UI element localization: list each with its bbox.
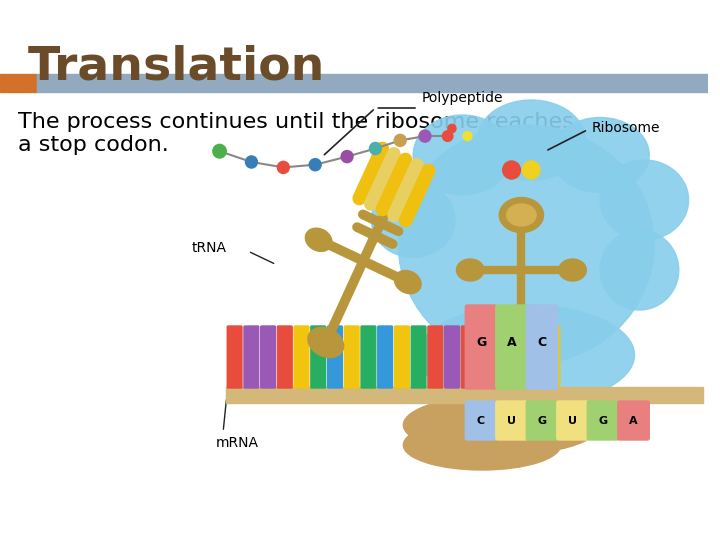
FancyBboxPatch shape — [277, 326, 292, 388]
Bar — [226, 387, 703, 403]
Text: G: G — [476, 336, 486, 349]
Text: mRNA: mRNA — [216, 436, 259, 450]
FancyBboxPatch shape — [445, 326, 459, 388]
FancyBboxPatch shape — [496, 305, 527, 389]
Text: Translation: Translation — [27, 45, 325, 90]
FancyBboxPatch shape — [361, 326, 376, 388]
FancyBboxPatch shape — [526, 401, 558, 440]
FancyBboxPatch shape — [294, 326, 309, 388]
Text: Polypeptide: Polypeptide — [421, 91, 503, 105]
FancyBboxPatch shape — [378, 326, 392, 388]
FancyBboxPatch shape — [311, 326, 325, 388]
FancyBboxPatch shape — [344, 326, 359, 388]
Circle shape — [463, 132, 472, 140]
Ellipse shape — [600, 160, 688, 240]
Ellipse shape — [551, 118, 649, 192]
Ellipse shape — [403, 395, 600, 455]
Text: G: G — [538, 416, 546, 426]
Bar — [37, 74, 708, 92]
Circle shape — [419, 130, 431, 142]
Ellipse shape — [403, 420, 561, 470]
Ellipse shape — [372, 183, 455, 258]
Text: A: A — [507, 336, 516, 349]
Text: U: U — [568, 416, 577, 426]
Circle shape — [503, 161, 521, 179]
Text: The process continues until the ribosome reaches
a stop codon.: The process continues until the ribosome… — [18, 112, 573, 155]
Circle shape — [310, 159, 321, 171]
FancyBboxPatch shape — [526, 305, 558, 389]
Ellipse shape — [600, 230, 679, 310]
FancyBboxPatch shape — [588, 401, 618, 440]
Circle shape — [395, 134, 406, 146]
Ellipse shape — [413, 115, 511, 195]
FancyBboxPatch shape — [465, 305, 497, 389]
FancyBboxPatch shape — [428, 326, 443, 388]
Ellipse shape — [456, 259, 484, 281]
Circle shape — [442, 131, 453, 141]
FancyBboxPatch shape — [511, 326, 526, 388]
Bar — [0, 74, 37, 92]
Circle shape — [246, 156, 257, 168]
Circle shape — [341, 151, 353, 163]
FancyBboxPatch shape — [528, 326, 543, 388]
FancyBboxPatch shape — [462, 326, 476, 388]
Ellipse shape — [507, 204, 536, 226]
Ellipse shape — [477, 100, 585, 180]
Text: C: C — [538, 336, 546, 349]
Ellipse shape — [305, 228, 332, 252]
Ellipse shape — [499, 198, 544, 233]
Ellipse shape — [418, 305, 634, 405]
FancyBboxPatch shape — [261, 326, 276, 388]
Text: C: C — [477, 416, 485, 426]
Circle shape — [369, 143, 382, 154]
Text: A: A — [629, 416, 638, 426]
FancyBboxPatch shape — [478, 326, 493, 388]
FancyBboxPatch shape — [228, 326, 242, 388]
FancyBboxPatch shape — [465, 401, 497, 440]
Text: G: G — [598, 416, 608, 426]
Ellipse shape — [398, 125, 654, 365]
Circle shape — [277, 161, 289, 173]
Ellipse shape — [559, 259, 586, 281]
FancyBboxPatch shape — [618, 401, 649, 440]
FancyBboxPatch shape — [411, 326, 426, 388]
Text: Ribosome: Ribosome — [591, 121, 660, 135]
FancyBboxPatch shape — [395, 326, 409, 388]
FancyBboxPatch shape — [557, 401, 588, 440]
FancyBboxPatch shape — [496, 401, 527, 440]
Circle shape — [213, 144, 226, 158]
Ellipse shape — [308, 327, 343, 357]
Text: U: U — [507, 416, 516, 426]
Ellipse shape — [395, 271, 421, 294]
FancyBboxPatch shape — [495, 326, 510, 388]
Circle shape — [448, 124, 456, 133]
Circle shape — [523, 161, 540, 179]
FancyBboxPatch shape — [328, 326, 342, 388]
FancyBboxPatch shape — [244, 326, 258, 388]
FancyBboxPatch shape — [545, 326, 559, 388]
Text: tRNA: tRNA — [192, 241, 226, 255]
